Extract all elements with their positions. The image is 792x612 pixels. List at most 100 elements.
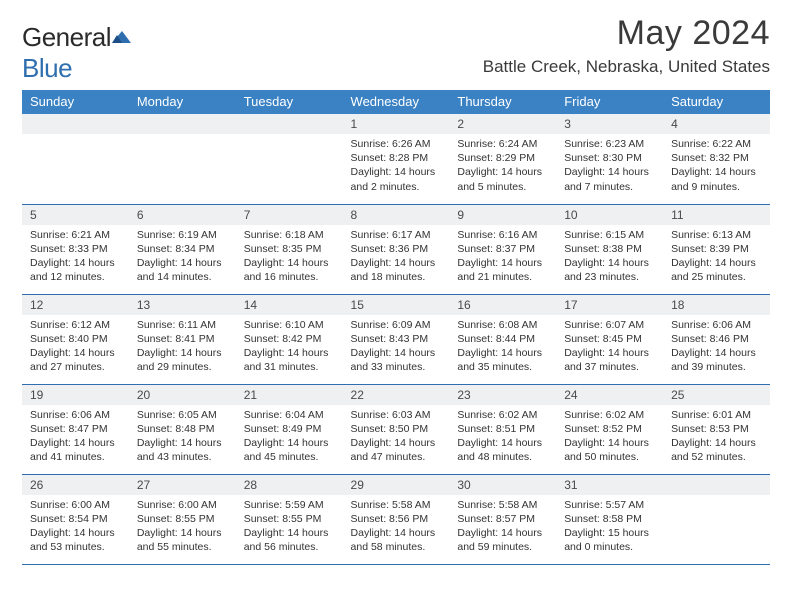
day-body: Sunrise: 6:03 AMSunset: 8:50 PMDaylight:…	[343, 405, 450, 469]
sunrise-text: Sunrise: 6:18 AM	[244, 228, 337, 242]
sunrise-text: Sunrise: 6:17 AM	[351, 228, 444, 242]
day-body: Sunrise: 6:09 AMSunset: 8:43 PMDaylight:…	[343, 315, 450, 379]
sunset-text: Sunset: 8:41 PM	[137, 332, 230, 346]
day-body: Sunrise: 6:11 AMSunset: 8:41 PMDaylight:…	[129, 315, 236, 379]
sunset-text: Sunset: 8:50 PM	[351, 422, 444, 436]
day-body	[663, 495, 770, 502]
sunrise-text: Sunrise: 6:19 AM	[137, 228, 230, 242]
weekday-header: Tuesday	[236, 90, 343, 114]
day-number: 14	[236, 295, 343, 315]
location-subtitle: Battle Creek, Nebraska, United States	[483, 57, 770, 77]
sunset-text: Sunset: 8:35 PM	[244, 242, 337, 256]
day-number: 28	[236, 475, 343, 495]
daylight-text: Daylight: 14 hours and 56 minutes.	[244, 526, 337, 554]
day-number: 25	[663, 385, 770, 405]
sunrise-text: Sunrise: 6:16 AM	[457, 228, 550, 242]
calendar-day-cell: 26Sunrise: 6:00 AMSunset: 8:54 PMDayligh…	[22, 474, 129, 564]
daylight-text: Daylight: 14 hours and 7 minutes.	[564, 165, 657, 193]
daylight-text: Daylight: 14 hours and 41 minutes.	[30, 436, 123, 464]
daylight-text: Daylight: 14 hours and 37 minutes.	[564, 346, 657, 374]
daylight-text: Daylight: 14 hours and 25 minutes.	[671, 256, 764, 284]
day-number: 18	[663, 295, 770, 315]
sunrise-text: Sunrise: 6:06 AM	[671, 318, 764, 332]
day-number: 5	[22, 205, 129, 225]
sunrise-text: Sunrise: 6:23 AM	[564, 137, 657, 151]
day-body: Sunrise: 6:18 AMSunset: 8:35 PMDaylight:…	[236, 225, 343, 289]
calendar-day-cell: 9Sunrise: 6:16 AMSunset: 8:37 PMDaylight…	[449, 204, 556, 294]
sunrise-text: Sunrise: 6:02 AM	[457, 408, 550, 422]
sunrise-text: Sunrise: 6:06 AM	[30, 408, 123, 422]
page-header: GeneralBlue May 2024 Battle Creek, Nebra…	[22, 14, 770, 84]
sunset-text: Sunset: 8:54 PM	[30, 512, 123, 526]
day-number: 19	[22, 385, 129, 405]
daylight-text: Daylight: 14 hours and 2 minutes.	[351, 165, 444, 193]
sunset-text: Sunset: 8:28 PM	[351, 151, 444, 165]
day-number: .	[663, 475, 770, 495]
sunrise-text: Sunrise: 6:15 AM	[564, 228, 657, 242]
daylight-text: Daylight: 14 hours and 31 minutes.	[244, 346, 337, 374]
day-body: Sunrise: 6:12 AMSunset: 8:40 PMDaylight:…	[22, 315, 129, 379]
day-body: Sunrise: 6:24 AMSunset: 8:29 PMDaylight:…	[449, 134, 556, 198]
day-number: 10	[556, 205, 663, 225]
sunrise-text: Sunrise: 6:22 AM	[671, 137, 764, 151]
day-number: 29	[343, 475, 450, 495]
day-number: 7	[236, 205, 343, 225]
day-body: Sunrise: 6:15 AMSunset: 8:38 PMDaylight:…	[556, 225, 663, 289]
day-body: Sunrise: 6:02 AMSunset: 8:51 PMDaylight:…	[449, 405, 556, 469]
sunset-text: Sunset: 8:32 PM	[671, 151, 764, 165]
day-number: 2	[449, 114, 556, 134]
daylight-text: Daylight: 14 hours and 39 minutes.	[671, 346, 764, 374]
daylight-text: Daylight: 14 hours and 52 minutes.	[671, 436, 764, 464]
sunset-text: Sunset: 8:51 PM	[457, 422, 550, 436]
sunrise-text: Sunrise: 6:11 AM	[137, 318, 230, 332]
day-number: 1	[343, 114, 450, 134]
sunrise-text: Sunrise: 6:01 AM	[671, 408, 764, 422]
calendar-day-cell: 30Sunrise: 5:58 AMSunset: 8:57 PMDayligh…	[449, 474, 556, 564]
daylight-text: Daylight: 14 hours and 9 minutes.	[671, 165, 764, 193]
calendar-day-cell: 8Sunrise: 6:17 AMSunset: 8:36 PMDaylight…	[343, 204, 450, 294]
day-body: Sunrise: 6:06 AMSunset: 8:47 PMDaylight:…	[22, 405, 129, 469]
sunset-text: Sunset: 8:58 PM	[564, 512, 657, 526]
sunset-text: Sunset: 8:52 PM	[564, 422, 657, 436]
calendar-day-cell: 23Sunrise: 6:02 AMSunset: 8:51 PMDayligh…	[449, 384, 556, 474]
day-number: .	[129, 114, 236, 134]
daylight-text: Daylight: 14 hours and 27 minutes.	[30, 346, 123, 374]
weekday-header: Friday	[556, 90, 663, 114]
sunset-text: Sunset: 8:33 PM	[30, 242, 123, 256]
day-number: 3	[556, 114, 663, 134]
day-body: Sunrise: 5:58 AMSunset: 8:57 PMDaylight:…	[449, 495, 556, 559]
calendar-day-cell: 2Sunrise: 6:24 AMSunset: 8:29 PMDaylight…	[449, 114, 556, 204]
day-body	[129, 134, 236, 141]
day-number: .	[236, 114, 343, 134]
flag-icon	[111, 22, 133, 53]
day-number: 11	[663, 205, 770, 225]
day-number: 9	[449, 205, 556, 225]
sunrise-text: Sunrise: 6:10 AM	[244, 318, 337, 332]
sunrise-text: Sunrise: 6:00 AM	[137, 498, 230, 512]
calendar-day-cell: 21Sunrise: 6:04 AMSunset: 8:49 PMDayligh…	[236, 384, 343, 474]
sunrise-text: Sunrise: 6:21 AM	[30, 228, 123, 242]
calendar-day-cell: 12Sunrise: 6:12 AMSunset: 8:40 PMDayligh…	[22, 294, 129, 384]
sunrise-text: Sunrise: 6:13 AM	[671, 228, 764, 242]
calendar-table: Sunday Monday Tuesday Wednesday Thursday…	[22, 90, 770, 565]
day-body	[22, 134, 129, 141]
sunrise-text: Sunrise: 6:02 AM	[564, 408, 657, 422]
daylight-text: Daylight: 14 hours and 18 minutes.	[351, 256, 444, 284]
day-body: Sunrise: 6:00 AMSunset: 8:55 PMDaylight:…	[129, 495, 236, 559]
daylight-text: Daylight: 14 hours and 33 minutes.	[351, 346, 444, 374]
sunset-text: Sunset: 8:48 PM	[137, 422, 230, 436]
day-body: Sunrise: 6:01 AMSunset: 8:53 PMDaylight:…	[663, 405, 770, 469]
sunrise-text: Sunrise: 5:57 AM	[564, 498, 657, 512]
calendar-day-cell: 27Sunrise: 6:00 AMSunset: 8:55 PMDayligh…	[129, 474, 236, 564]
sunrise-text: Sunrise: 6:09 AM	[351, 318, 444, 332]
sunrise-text: Sunrise: 6:12 AM	[30, 318, 123, 332]
day-body: Sunrise: 6:13 AMSunset: 8:39 PMDaylight:…	[663, 225, 770, 289]
sunset-text: Sunset: 8:29 PM	[457, 151, 550, 165]
day-number: 31	[556, 475, 663, 495]
day-number: 21	[236, 385, 343, 405]
calendar-day-cell: .	[236, 114, 343, 204]
weekday-header: Saturday	[663, 90, 770, 114]
day-body: Sunrise: 6:05 AMSunset: 8:48 PMDaylight:…	[129, 405, 236, 469]
day-body: Sunrise: 6:23 AMSunset: 8:30 PMDaylight:…	[556, 134, 663, 198]
day-number: 8	[343, 205, 450, 225]
